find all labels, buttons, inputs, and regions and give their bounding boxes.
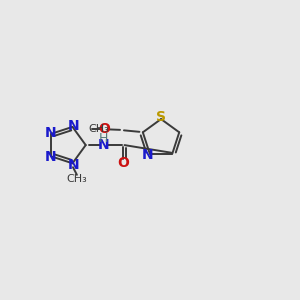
Text: N: N (98, 138, 109, 152)
Text: O: O (98, 122, 110, 136)
Text: CH₃: CH₃ (88, 124, 109, 134)
Text: N: N (44, 150, 56, 164)
Text: CH₃: CH₃ (67, 173, 87, 184)
Text: S: S (156, 110, 166, 124)
Text: N: N (44, 126, 56, 140)
Text: O: O (117, 156, 129, 170)
Text: N: N (68, 158, 79, 172)
Text: N: N (142, 148, 154, 162)
Text: N: N (68, 119, 79, 133)
Text: H: H (99, 132, 108, 145)
